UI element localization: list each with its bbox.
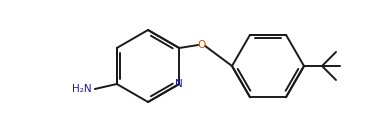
Text: O: O [197,40,205,50]
Text: N: N [175,79,183,89]
Text: H₂N: H₂N [72,84,92,94]
